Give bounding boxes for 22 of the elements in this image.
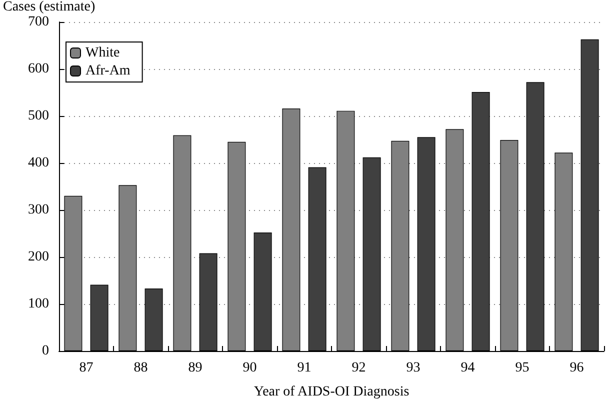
x-tick-label: 93 bbox=[406, 360, 420, 376]
x-tick-label: 89 bbox=[188, 360, 202, 376]
legend-label: White bbox=[86, 46, 120, 60]
legend-label: Afr-Am bbox=[86, 64, 130, 78]
x-tick-label: 92 bbox=[352, 360, 366, 376]
y-axis-title: Cases (estimate) bbox=[3, 0, 96, 14]
y-tick-label: 700 bbox=[28, 14, 49, 30]
y-tick-label: 200 bbox=[28, 250, 49, 264]
x-tick-label: 91 bbox=[297, 360, 312, 376]
x-tick-label: 94 bbox=[460, 360, 475, 376]
y-tick-label: 100 bbox=[28, 296, 49, 312]
x-tick-label: 87 bbox=[79, 360, 94, 376]
x-tick-label: 96 bbox=[570, 360, 584, 376]
x-tick-label: 90 bbox=[242, 360, 257, 376]
y-tick-label: 600 bbox=[28, 62, 49, 76]
x-axis-title: Year of AIDS-OI Diagnosis bbox=[254, 384, 410, 400]
y-tick-label: 0 bbox=[42, 344, 49, 358]
y-tick-label: 400 bbox=[28, 156, 49, 170]
y-tick-label: 300 bbox=[28, 202, 49, 218]
x-tick-label: 88 bbox=[134, 360, 148, 376]
y-tick-label: 500 bbox=[28, 108, 49, 124]
x-tick-label: 95 bbox=[515, 360, 530, 376]
